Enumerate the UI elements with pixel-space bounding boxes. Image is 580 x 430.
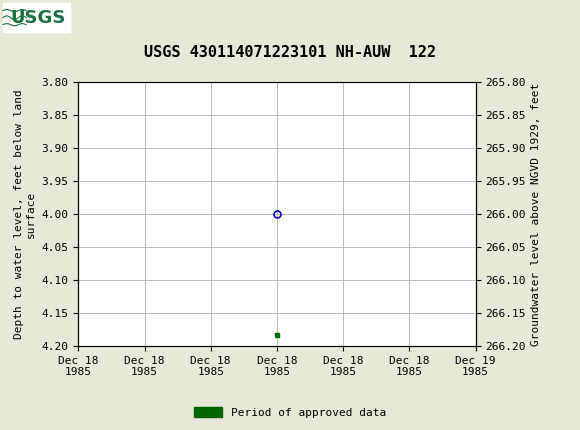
Text: USGS 430114071223101 NH-AUW  122: USGS 430114071223101 NH-AUW 122	[144, 45, 436, 60]
Text: USGS: USGS	[10, 9, 66, 27]
Y-axis label: Depth to water level, feet below land
surface: Depth to water level, feet below land su…	[14, 89, 36, 339]
Y-axis label: Groundwater level above NGVD 1929, feet: Groundwater level above NGVD 1929, feet	[531, 82, 541, 346]
Legend: Period of approved data: Period of approved data	[190, 403, 390, 422]
